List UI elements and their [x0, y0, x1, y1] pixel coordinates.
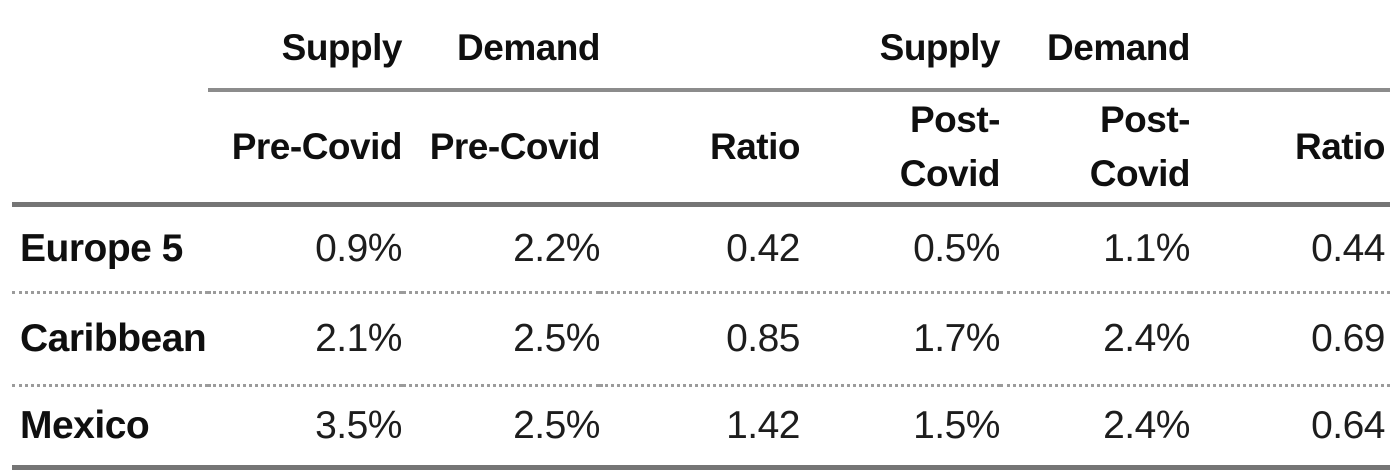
subheader-supply-pre-covid: Pre-Covid — [208, 90, 403, 207]
mexico-demand-post-covid: 2.4% — [1000, 385, 1191, 470]
table-row-caribbean: Caribbean 2.1% 2.5% 0.85 1.7% 2.4% 0.69 — [12, 292, 1390, 387]
subheader-ratio-1: Ratio — [600, 90, 801, 207]
europe-5-ratio-pre: 0.42 — [600, 204, 801, 294]
caribbean-demand-pre-covid: 2.5% — [402, 292, 601, 387]
mexico-demand-pre-covid: 2.5% — [402, 385, 601, 470]
subheader-line-post: Post- — [1100, 99, 1191, 141]
supply-demand-table: Supply Demand Supply Demand Pre-Covid Pr… — [12, 0, 1390, 470]
subheader-line-covid: Covid — [899, 153, 1001, 194]
group-header-supply-pre: Supply — [208, 0, 403, 92]
mexico-supply-pre-covid: 3.5% — [208, 385, 403, 470]
group-header-spacer-ratio-1 — [600, 0, 800, 92]
row-label-header-cell — [12, 90, 208, 207]
table-row-europe-5: Europe 5 0.9% 2.2% 0.42 0.5% 1.1% 0.44 — [12, 204, 1390, 294]
subheader-demand-pre-covid: Pre-Covid — [402, 90, 601, 207]
row-label-mexico: Mexico — [12, 385, 208, 470]
mexico-ratio-pre: 1.42 — [600, 385, 801, 470]
europe-5-demand-post-covid: 1.1% — [1000, 204, 1191, 294]
sub-header-row: Pre-Covid Pre-Covid Ratio Post- Covid Pos… — [12, 90, 1390, 207]
subheader-supply-post-covid: Post- Covid — [800, 90, 1001, 207]
subheader-line-post: Post- — [910, 99, 1001, 141]
europe-5-supply-pre-covid: 0.9% — [208, 204, 403, 294]
subheader-demand-post-covid: Post- Covid — [1000, 90, 1191, 207]
subheader-line-covid: Covid — [1089, 153, 1191, 194]
caribbean-demand-post-covid: 2.4% — [1000, 292, 1191, 387]
table-row-mexico: Mexico 3.5% 2.5% 1.42 1.5% 2.4% 0.64 — [12, 385, 1390, 470]
group-header-demand-pre: Demand — [402, 0, 601, 92]
caribbean-ratio-pre: 0.85 — [600, 292, 801, 387]
group-header-demand-post: Demand — [1000, 0, 1191, 92]
subheader-ratio-2: Ratio — [1190, 90, 1390, 207]
caribbean-supply-pre-covid: 2.1% — [208, 292, 403, 387]
row-label-europe-5: Europe 5 — [12, 204, 208, 294]
group-header-supply-post: Supply — [800, 0, 1001, 92]
mexico-ratio-post: 0.64 — [1190, 385, 1390, 470]
caribbean-supply-post-covid: 1.7% — [800, 292, 1001, 387]
mexico-supply-post-covid: 1.5% — [800, 385, 1001, 470]
corner-spacer-cell — [12, 0, 208, 90]
group-header-spacer-ratio-2 — [1190, 0, 1390, 92]
europe-5-demand-pre-covid: 2.2% — [402, 204, 601, 294]
row-label-caribbean: Caribbean — [12, 292, 208, 387]
europe-5-supply-post-covid: 0.5% — [800, 204, 1001, 294]
group-header-row: Supply Demand Supply Demand — [12, 0, 1390, 92]
europe-5-ratio-post: 0.44 — [1190, 204, 1390, 294]
caribbean-ratio-post: 0.69 — [1190, 292, 1390, 387]
